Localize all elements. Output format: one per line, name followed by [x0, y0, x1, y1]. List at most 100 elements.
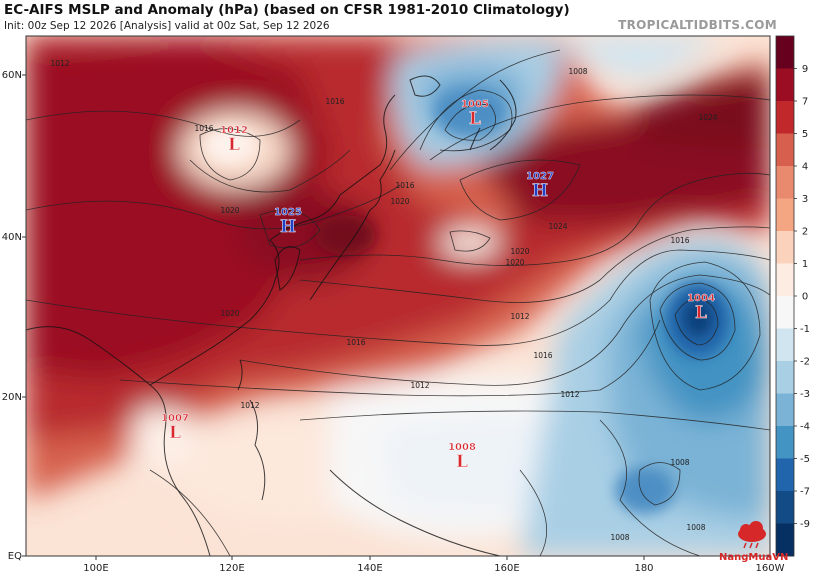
- isobar-label: 1012: [510, 312, 529, 321]
- isobar-label: 1012: [50, 59, 69, 68]
- colorbar-label: 5: [802, 129, 808, 140]
- isobar-label: 1016: [194, 124, 213, 133]
- center-value: 1012: [220, 125, 248, 136]
- isobar-label: 1020: [510, 247, 529, 256]
- center-value: 1007: [161, 413, 189, 424]
- colorbar-segment: [776, 133, 794, 167]
- axis-ticks: [22, 74, 771, 560]
- isobar-label: 1016: [346, 338, 365, 347]
- colorbar-label: -7: [800, 487, 810, 498]
- isobar-label: 1024: [698, 113, 717, 122]
- center-symbol: H: [280, 217, 296, 237]
- isobar-label: 1016: [533, 351, 552, 360]
- brand-label: TROPICALTIDBITS.COM: [618, 18, 777, 32]
- isobars: [26, 49, 770, 556]
- isobar-label: 1016: [325, 97, 344, 106]
- longitude-label: 160W: [756, 563, 785, 573]
- longitude-labels: 100E 120E 140E 160E 180 160W: [83, 563, 784, 573]
- colorbar-label: -9: [800, 519, 810, 530]
- isobar-label: 1008: [610, 533, 629, 542]
- colorbar-segment: [776, 36, 794, 69]
- colorbar-label: 2: [802, 227, 808, 238]
- isobar-label: 1020: [390, 197, 409, 206]
- isobar-label: 1008: [670, 458, 689, 467]
- longitude-label: 180: [634, 563, 653, 573]
- isobar-label: 1020: [505, 258, 524, 267]
- latitude-label: 40N: [2, 232, 22, 243]
- center-symbol: L: [695, 303, 707, 323]
- latitude-label: EQ: [8, 551, 22, 562]
- center-symbol: L: [469, 109, 481, 129]
- colorbar-label: -3: [800, 389, 810, 400]
- colorbar-label: -4: [800, 422, 810, 433]
- colorbar: 9 7 5 4 3 2 1 0 -1 -2 -3 -4 -5 -7 -9: [775, 35, 810, 557]
- coastlines: [26, 75, 517, 556]
- center-symbol: H: [532, 181, 548, 201]
- center-symbol: L: [228, 135, 240, 155]
- colorbar-segment: [776, 166, 794, 199]
- colorbar-label: 3: [802, 194, 808, 205]
- center-symbol: L: [169, 423, 181, 443]
- longitude-label: 120E: [219, 563, 244, 573]
- center-value: 1005: [461, 99, 489, 110]
- latitude-label: 60N: [2, 70, 22, 81]
- colorbar-label: -5: [800, 454, 810, 465]
- colorbar-segment: [776, 491, 794, 524]
- colorbar-segment: [776, 231, 794, 264]
- longitude-label: 100E: [83, 563, 108, 573]
- isobar-label: 1024: [548, 222, 567, 231]
- colorbar-segment: [776, 101, 794, 134]
- isobar-label: 1012: [240, 401, 259, 410]
- map-frame: [25, 35, 771, 557]
- map-title: EC-AIFS MSLP and Anomaly (hPa) (based on…: [4, 2, 570, 18]
- isobar-label: 1016: [395, 181, 414, 190]
- isobar-labels: 1012 1008 1016 1016 1016 1020 1020 1024 1024 1020…: [50, 59, 717, 542]
- longitude-label: 160E: [494, 563, 519, 573]
- colorbar-label: 4: [802, 162, 808, 173]
- colorbar-label: 0: [802, 292, 808, 303]
- colorbar-segment: [776, 523, 794, 557]
- longitude-label: 140E: [357, 563, 382, 573]
- colorbar-segment: [776, 296, 794, 329]
- colorbar-segment: [776, 393, 794, 427]
- colorbar-segment: [776, 263, 794, 297]
- center-value: 1025: [274, 207, 302, 218]
- latitude-labels: 60N 40N 20N EQ: [2, 70, 22, 562]
- isobar-label: 1008: [686, 523, 705, 532]
- center-value: 1008: [448, 442, 476, 453]
- isobar-label: 1020: [220, 309, 239, 318]
- latitude-label: 20N: [2, 392, 22, 403]
- center-value: 1004: [687, 293, 715, 304]
- isobar-label: 1012: [560, 390, 579, 399]
- nangmua-logo: NangMuaVN: [719, 521, 788, 563]
- colorbar-segment: [776, 68, 794, 102]
- isobar-label: 1020: [220, 206, 239, 215]
- colorbar-segment: [776, 198, 794, 232]
- colorbar-label: 7: [802, 97, 808, 108]
- colorbar-segment: [776, 458, 794, 492]
- map-subtitle: Init: 00z Sep 12 2026 [Analysis] valid a…: [4, 20, 330, 32]
- colorbar-segment: [776, 426, 794, 459]
- cloud-rain-icon: [738, 521, 766, 549]
- colorbar-segment: [776, 361, 794, 394]
- colorbar-label: 9: [802, 64, 808, 75]
- isobar-label: 1012: [410, 381, 429, 390]
- watermark-text: NangMuaVN: [719, 552, 788, 563]
- center-symbol: L: [456, 452, 468, 472]
- colorbar-label: 1: [802, 259, 808, 270]
- anomaly-field: [26, 36, 770, 556]
- colorbar-label: -2: [800, 357, 810, 368]
- isobar-label: 1016: [670, 236, 689, 245]
- isobar-label: 1008: [568, 67, 587, 76]
- colorbar-segment: [776, 328, 794, 362]
- center-value: 1027: [526, 171, 554, 182]
